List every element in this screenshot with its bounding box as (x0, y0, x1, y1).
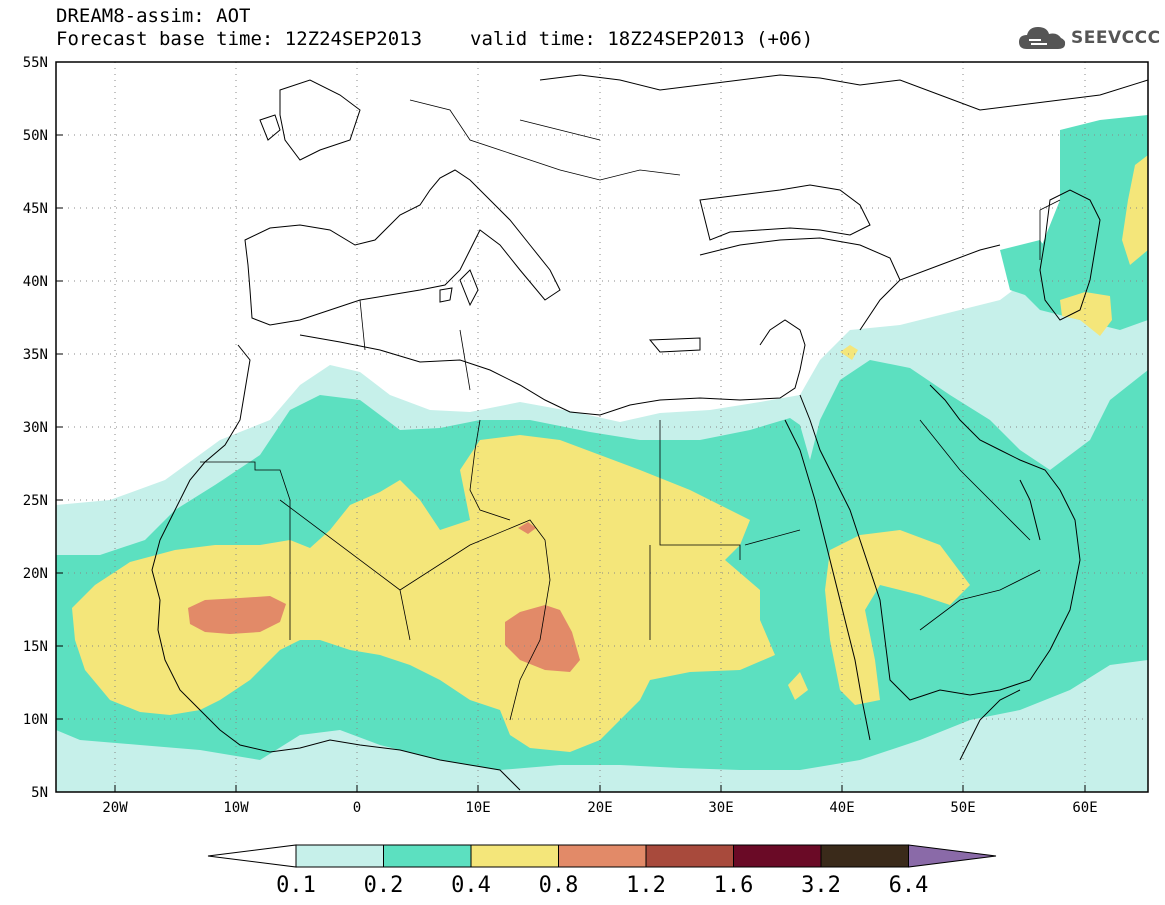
aot-band-0.1-east (970, 320, 1148, 430)
colorbar-left-arrow (207, 844, 297, 868)
islands (259, 79, 701, 353)
colorbar-label: 0.2 (364, 873, 404, 898)
latitude-labels: 55N 50N 45N 40N 35N 30N 25N 20N 15N 10N … (23, 55, 48, 801)
colorbar-label: 1.6 (714, 873, 754, 898)
aot-band-0.4 (72, 435, 775, 752)
lat-label: 45N (23, 201, 48, 217)
aot-band-0.2-caspian (1000, 240, 1060, 300)
seevccc-logo: SEEVCCC (1017, 22, 1161, 54)
colorbar: 0.1 0.2 0.4 0.8 1.2 1.6 3.2 6.4 (207, 844, 997, 898)
lon-label: 0 (353, 800, 361, 816)
colorbar-label: 0.8 (539, 873, 579, 898)
aot-band-0.8-chad (505, 605, 580, 672)
aot-band-0.4-caspian (1060, 292, 1112, 336)
lon-label: 20W (102, 800, 128, 816)
lon-label: 10E (465, 800, 490, 816)
colorbar-segment (820, 844, 909, 868)
colorbar-segment (558, 844, 647, 868)
lat-label: 15N (23, 639, 48, 655)
colorbar-label: 0.4 (451, 873, 491, 898)
coastlines (151, 74, 1148, 791)
aot-band-0.8-spot (518, 522, 536, 534)
colorbar-label: 0.1 (276, 873, 316, 898)
lat-label: 55N (23, 55, 48, 71)
colorbar-segment (470, 844, 559, 868)
colorbar-right-arrow (908, 844, 997, 868)
graticule (56, 62, 1148, 792)
lon-label: 30E (708, 800, 733, 816)
lat-label: 40N (23, 274, 48, 290)
valid-time: valid time: 18Z24SEP2013 (+06) (470, 28, 814, 50)
lon-label: 20E (587, 800, 612, 816)
lat-label: 35N (23, 347, 48, 363)
aot-band-0.4-sinai (840, 345, 858, 360)
lat-label: 20N (23, 566, 48, 582)
colorbar-segment (383, 844, 472, 868)
map-title: DREAM8-assim: AOT (56, 5, 251, 27)
colorbar-segment (295, 844, 384, 868)
borders (200, 99, 1061, 721)
aot-band-0.4-red (788, 672, 808, 700)
lon-label: 10W (223, 800, 249, 816)
forecast-base-time: Forecast base time: 12Z24SEP2013 (56, 28, 423, 50)
aot-band-0.4-ne (1122, 155, 1148, 265)
longitude-labels: 20W 10W 0 10E 20E 30E 40E 50E 60E (102, 800, 1097, 816)
colorbar-label: 6.4 (889, 873, 929, 898)
lon-label: 40E (829, 800, 854, 816)
aot-band-0.8-west (188, 596, 286, 634)
lat-label: 25N (23, 493, 48, 509)
colorbar-label: 3.2 (801, 873, 841, 898)
cloud-icon (1019, 27, 1066, 49)
aot-band-0.4-arabia (825, 530, 970, 705)
lon-label: 60E (1072, 800, 1097, 816)
colorbar-segment (645, 844, 734, 868)
lat-label: 5N (31, 785, 48, 801)
colorbar-label: 1.2 (626, 873, 666, 898)
lat-label: 10N (23, 712, 48, 728)
map-subtitle: Forecast base time: 12Z24SEP2013 valid ti… (56, 29, 813, 49)
lat-label: 50N (23, 128, 48, 144)
colorbar-segment (733, 844, 822, 868)
lat-label: 30N (23, 420, 48, 436)
axis-ticks (56, 61, 1086, 793)
aot-contours (56, 115, 1148, 792)
logo-text: SEEVCCC (1071, 28, 1161, 48)
lon-label: 50E (950, 800, 975, 816)
